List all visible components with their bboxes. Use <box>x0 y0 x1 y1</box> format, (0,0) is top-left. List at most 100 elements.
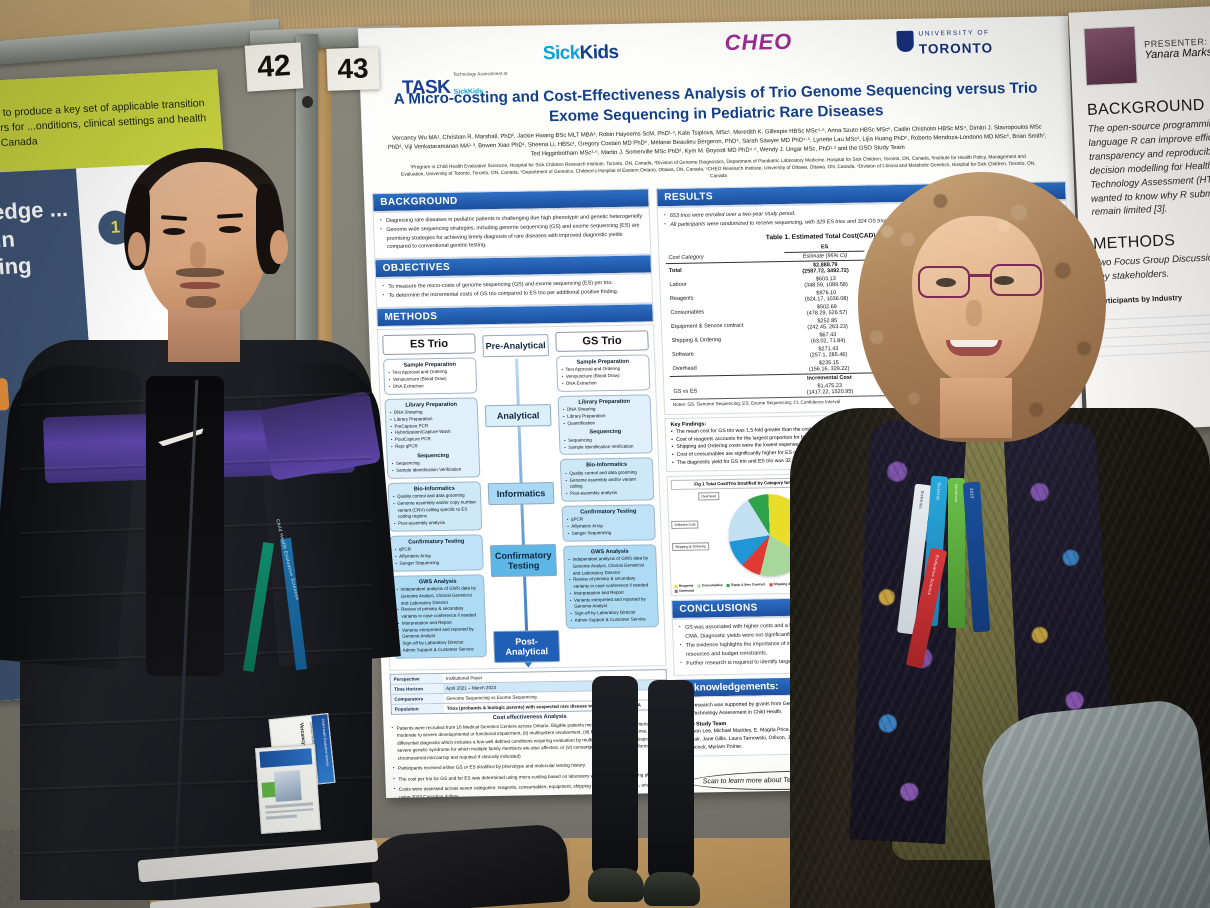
person-left-ear-left <box>128 232 146 266</box>
task-logo-sub: Technology Assessment at <box>452 70 508 77</box>
person-left: Child Health Evaluative Sciences Child H… <box>0 148 401 908</box>
person-right-eye-left <box>936 278 956 287</box>
stage-analytical: Analytical <box>484 403 552 427</box>
stage-informatics: Informatics <box>487 481 555 505</box>
uoft-logo: UNIVERSITY OF TORONTO <box>896 21 993 59</box>
pie-label-software: Software Cost <box>671 520 699 530</box>
sickkids-logo-kids: Kids <box>579 41 619 64</box>
sickkids-logo-sick: Sick <box>542 42 581 65</box>
legend-item: Consumables <box>697 583 723 588</box>
poster-right-presenter-block: PRESENTER: Yanara Marks <box>1083 20 1210 87</box>
person-right: SickKids SickKids SickKids 2023 Evaluati… <box>790 172 1210 908</box>
bag-on-floor <box>365 823 571 908</box>
flow-stage-column: Pre-Analytical Analytical Informatics Co… <box>478 332 564 668</box>
section-body-background: Diagnosing rare diseases in pediatric pa… <box>372 206 652 259</box>
stage-post-analytical: Post-Analytical <box>493 629 561 663</box>
presenter-name: Yanara Marks <box>1144 46 1210 62</box>
badge-org: Child Health Evaluative Science <box>320 718 330 767</box>
poster-right-background-heading: BACKGROUND <box>1086 96 1205 120</box>
gs-box-confirmatory: Confirmatory Testing qPCR Affymetrix Arr… <box>561 504 656 542</box>
flow-column-gs: GS Trio Sample Preparation Test Approval… <box>555 330 660 661</box>
task-logo-text: TASK <box>401 76 451 99</box>
ribbon-label: Evaluative Science <box>926 554 941 596</box>
badge-green-chip <box>261 781 276 798</box>
presenter-photo <box>1083 25 1138 87</box>
shoe-right <box>644 872 700 906</box>
gs-box-title: GWS Analysis <box>590 548 629 555</box>
legend-item: Overhead <box>674 589 694 593</box>
person-left-neck <box>168 310 240 362</box>
gs-box-item: Sample Identification Verification <box>564 443 647 451</box>
es-box-item: Sanger Sequencing <box>395 559 478 567</box>
badge-text-line <box>265 814 298 820</box>
poster-left-healthcare-chip: Health Care Providers <box>0 378 10 413</box>
person-right-face <box>912 216 1044 384</box>
sickkids-logo: SickKids <box>543 42 619 65</box>
es-box-item: Admin Support & Customer Service <box>399 646 482 654</box>
section-body-objectives: To measure the micro-costs of genome seq… <box>375 273 654 308</box>
person-right-neck <box>940 378 1012 438</box>
gs-box-gws-analysis: GWS Analysis Independent analysis of GWS… <box>562 543 660 629</box>
gs-box-title: Confirmatory Testing <box>580 508 637 516</box>
flow-column-es: ES Trio Sample Preparation Test Approval… <box>382 333 487 664</box>
shoe-left <box>588 868 644 902</box>
ribbon-3: SickKids <box>948 478 965 628</box>
gs-trio-label: GS Trio <box>555 330 649 352</box>
task-logo: TASK Technology Assessment at SickKids <box>401 62 508 100</box>
person-right-nose <box>966 300 982 326</box>
es-box-item: Genome assembly and/or copy number varia… <box>393 499 477 521</box>
eyeglasses-icon <box>918 264 1044 298</box>
leg-left <box>592 676 638 876</box>
sd-key: Time Horizon <box>390 683 444 694</box>
cheo-logo: CHEO <box>724 28 793 56</box>
stage-confirmatory-testing: Confirmatory Testing <box>489 543 558 577</box>
ribbon-label: SickKids <box>918 490 926 510</box>
pie-label-shipping: Shipping & Ordering <box>671 542 709 552</box>
eyeglass-lens-left <box>918 266 970 298</box>
es-box-title: Library Preparation <box>405 401 458 409</box>
task-logo-sub2: SickKids <box>453 88 484 96</box>
gs-box-library-prep: Library Preparation DNA Shearing Library… <box>557 393 653 456</box>
section-header-methods: METHODS <box>376 303 654 327</box>
sd-key: Perspective <box>390 673 443 684</box>
ribbon-label: 2023 <box>969 487 975 499</box>
gs-box-item: Sanger Sequencing <box>567 529 650 537</box>
poster-left-band-text: ...sensus study to produce a key set of … <box>0 97 207 153</box>
person-right-tote-bag-texture <box>975 697 1210 908</box>
background-bullet: Genome wide sequencing strategies, inclu… <box>380 222 644 252</box>
es-box-title: Confirmatory Testing <box>408 538 465 546</box>
uoft-crest-icon <box>896 30 915 52</box>
board-number-43: 43 <box>326 47 380 91</box>
person-left-ear-right <box>270 230 288 264</box>
es-box-item: Sample Identification Verification <box>392 466 475 474</box>
es-box-title: Sequencing <box>417 452 450 459</box>
es-box-item: Repi qPCR <box>391 442 474 450</box>
pie-label-overhead: Overhead <box>698 492 720 501</box>
gs-box-item: Quantification <box>563 419 646 427</box>
person-left-nose <box>190 242 206 268</box>
person-right-badge-ribbons: SickKids SickKids SickKids 2023 Evaluati… <box>896 475 1024 676</box>
gs-box-sample-prep: Sample Preparation Test Approval and Ord… <box>556 354 651 392</box>
badge-header-bar <box>259 748 313 768</box>
es-box-gws-analysis: GWS Analysis Independent analysis of GWS… <box>390 573 487 659</box>
es-box-title: Bio-Informatics <box>413 485 455 492</box>
badge-text-line <box>265 807 314 814</box>
person-left-id-badge <box>255 744 321 834</box>
ribbon-4: 2023 <box>962 481 991 633</box>
board-post-hole <box>302 96 313 108</box>
board-number-42: 42 <box>244 42 304 92</box>
es-box-title: GWS Analysis <box>418 578 457 585</box>
eyeglass-lens-right <box>990 264 1042 296</box>
uoft-logo-line2: TORONTO <box>918 40 994 57</box>
person-left-eye-right <box>219 226 241 233</box>
sd-key: Comparators <box>391 693 444 704</box>
uoft-logo-line1: UNIVERSITY OF <box>918 29 990 38</box>
gs-box-item: Admin Support & Customer Service <box>571 616 654 624</box>
es-box-library-prep: Library Preparation DNA Shearing Library… <box>384 396 481 479</box>
ribbon-label: SickKids <box>935 481 942 501</box>
es-trio-label: ES Trio <box>382 333 476 355</box>
legend-item: Equip & Serv Contract <box>726 582 765 587</box>
es-box-confirmatory: Confirmatory Testing qPCR Affymetrix Arr… <box>389 534 484 572</box>
sd-key: Population <box>391 703 445 714</box>
